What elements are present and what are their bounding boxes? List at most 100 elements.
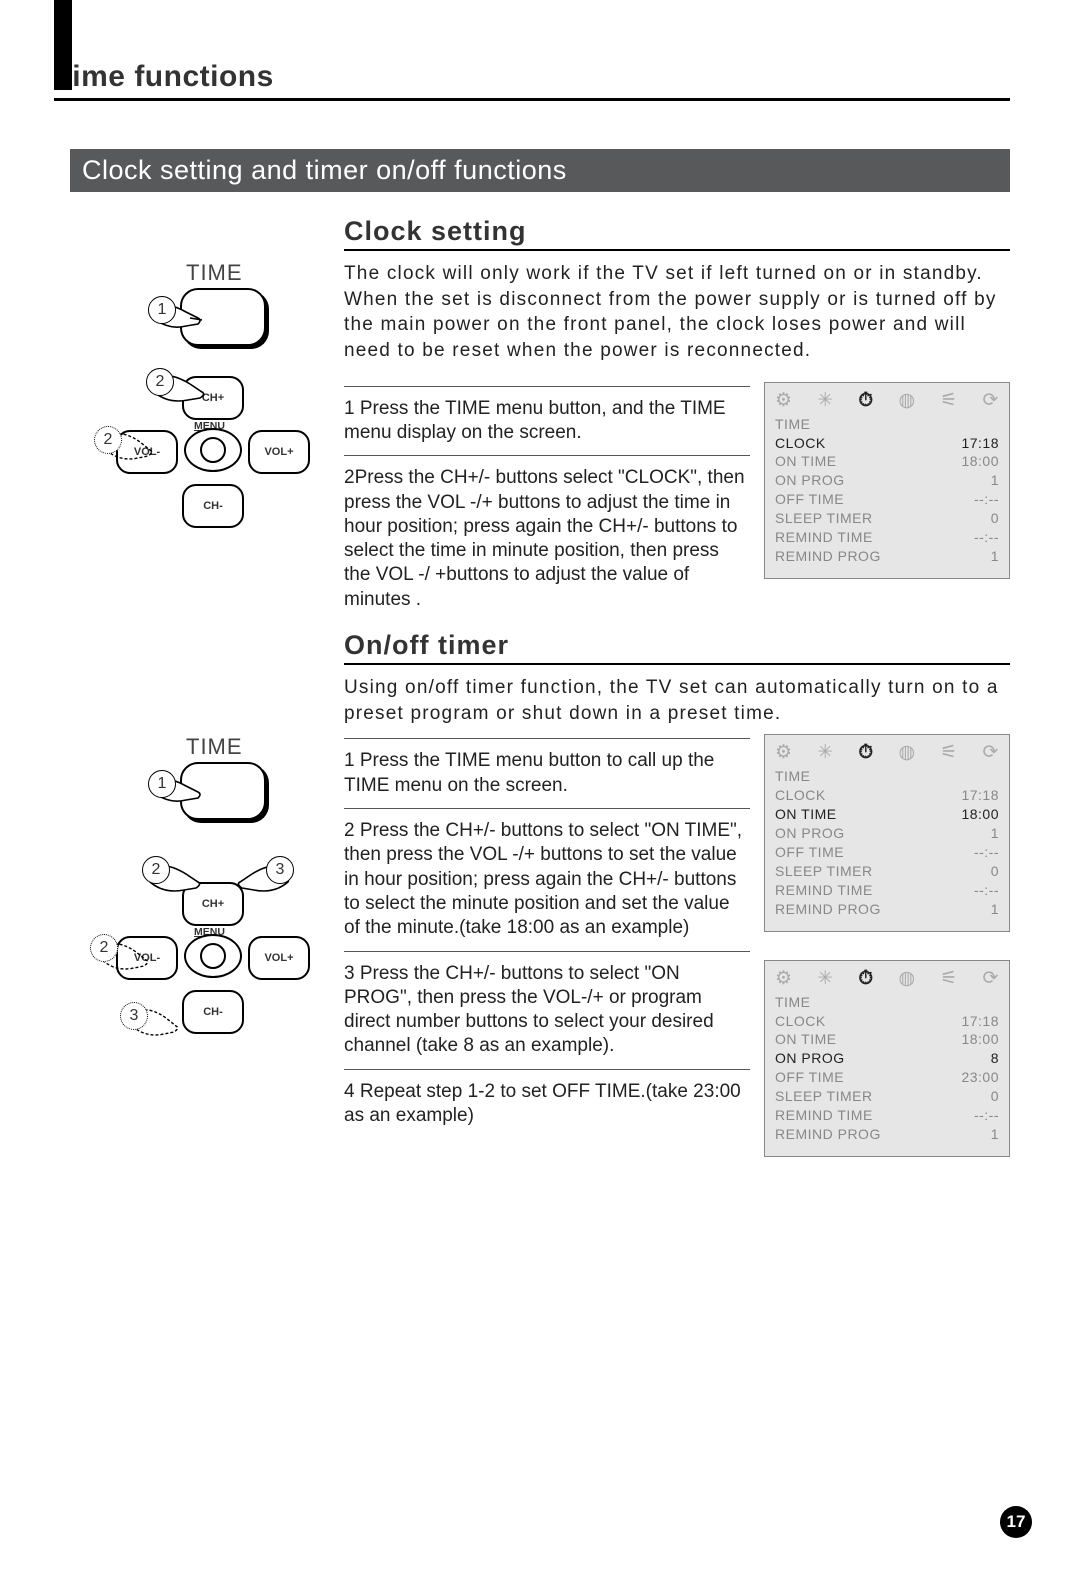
osd-row-label: REMIND PROG [775,1125,881,1144]
osd-row-label: ON TIME [775,805,837,824]
divider [344,738,750,739]
refresh-icon: ⟳ [983,391,999,410]
time-label: TIME [186,260,243,286]
osd-row-value: 1 [991,471,999,490]
onoff-timer-title: On/off timer [344,630,1010,665]
osd-row-label: SLEEP TIMER [775,1087,873,1106]
settings-icon: ⚙ [775,969,793,988]
osd-row-value: 18:00 [961,1030,999,1049]
osd-row-label: OFF TIME [775,843,844,862]
section-banner: Clock setting and timer on/off functions [70,149,1010,192]
osd-heading: TIME [775,416,999,432]
osd-heading: TIME [775,994,999,1010]
osd-row-label: REMIND TIME [775,881,873,900]
osd-row-value: 17:18 [961,434,999,453]
osd-row-label: ON TIME [775,1030,837,1049]
vol-plus-button: VOL+ [248,936,310,980]
sparkle-icon: ✳ [817,743,833,762]
clock-step-1: 1 Press the TIME menu button, and the TI… [344,391,750,452]
corner-mark [54,0,72,90]
signal-icon: ⚟ [940,391,958,410]
clock-icon: ⏱ [858,743,873,762]
timer-intro: Using on/off timer function, the TV set … [344,675,1010,726]
divider [344,455,750,456]
osd-icon-row: ⚙✳⏱◍⚟⟳ [775,969,999,988]
sparkle-icon: ✳ [817,391,833,410]
timer-step-2: 2 Press the CH+/- buttons to select "ON … [344,813,750,947]
clock-step-2: 2Press the CH+/- buttons select "CLOCK",… [344,460,750,618]
osd-row-label: CLOCK [775,786,826,805]
osd-row-label: REMIND TIME [775,1106,873,1125]
signal-icon: ⚟ [940,743,958,762]
globe-icon: ◍ [898,969,915,988]
timer-step-3: 3 Press the CH+/- buttons to select "ON … [344,956,750,1065]
ch-minus-button: CH- [182,990,244,1034]
remote-diagram-1: TIME 1 CH+ MENU VOL- VOL+ CH- 2 2 [70,260,310,570]
osd-row-label: REMIND TIME [775,528,873,547]
osd-row-value: 1 [991,547,999,566]
osd-row-value: --:-- [974,1106,999,1125]
osd-menu-3: ⚙✳⏱◍⚟⟳ TIME CLOCK17:18 ON TIME18:00 ON P… [764,960,1010,1157]
osd-row-value: --:-- [974,490,999,509]
remote-diagram-2: TIME 1 CH+ MENU VOL- VOL+ CH- 2 3 2 3 [70,734,310,1104]
osd-row-value: 17:18 [961,1012,999,1031]
osd-row-label: ON PROG [775,471,845,490]
divider [344,951,750,952]
osd-row-value: 17:18 [961,786,999,805]
osd-row-value: 1 [991,824,999,843]
settings-icon: ⚙ [775,743,793,762]
osd-row-value: 1 [991,900,999,919]
osd-row-label: SLEEP TIMER [775,862,873,881]
osd-menu-2: ⚙✳⏱◍⚟⟳ TIME CLOCK17:18 ON TIME18:00 ON P… [764,734,1010,931]
timer-row: TIME 1 CH+ MENU VOL- VOL+ CH- 2 3 2 3 [70,734,1010,1162]
osd-row-label: CLOCK [775,1012,826,1031]
osd-row-value: --:-- [974,881,999,900]
osd-row-label: REMIND PROG [775,547,881,566]
osd-row-value: 23:00 [961,1068,999,1087]
time-label: TIME [186,734,243,760]
osd-row-value: --:-- [974,528,999,547]
divider [344,386,750,387]
step-bubble-1: 1 [148,296,176,324]
refresh-icon: ⟳ [983,969,999,988]
globe-icon: ◍ [898,391,915,410]
signal-icon: ⚟ [940,969,958,988]
timer-step-4: 4 Repeat step 1-2 to set OFF TIME.(take … [344,1074,750,1135]
osd-menu-1: ⚙ ✳ ⏱ ◍ ⚟ ⟳ TIME CLOCK 17:18 ON TIME 18:00… [764,382,1010,579]
clock-intro: The clock will only work if the TV set i… [344,261,1010,364]
osd-row-label: ON PROG [775,1049,845,1068]
osd-row-value: 0 [991,1087,999,1106]
clock-icon: ⏱ [858,391,873,410]
osd-row-label: OFF TIME [775,490,844,509]
ch-minus-button: CH- [182,484,244,528]
osd-row-value: 1 [991,1125,999,1144]
clock-setting-row: TIME 1 CH+ MENU VOL- VOL+ CH- 2 2 Clock … [70,216,1010,734]
globe-icon: ◍ [898,743,915,762]
settings-icon: ⚙ [775,391,793,410]
page-title: Time functions [54,60,1010,101]
vol-plus-button: VOL+ [248,430,310,474]
osd-heading: TIME [775,768,999,784]
osd-row-label: CLOCK [775,434,826,453]
clock-icon: ⏱ [858,969,873,988]
osd-row-value: 18:00 [961,805,999,824]
osd-row-label: OFF TIME [775,1068,844,1087]
page-number: 17 [1000,1506,1032,1538]
clock-setting-title: Clock setting [344,216,1010,251]
refresh-icon: ⟳ [983,743,999,762]
step-bubble-2: 2 [146,368,174,396]
divider [344,1069,750,1070]
osd-row-value: 8 [991,1049,999,1068]
osd-row-value: --:-- [974,843,999,862]
osd-icon-row: ⚙ ✳ ⏱ ◍ ⚟ ⟳ [775,391,999,410]
osd-row-label: SLEEP TIMER [775,509,873,528]
osd-icon-row: ⚙ ✳ ⏱ ◍ ⚟ ⟳ [775,743,999,762]
osd-row-value: 0 [991,862,999,881]
osd-row-value: 18:00 [961,452,999,471]
osd-row-value: 0 [991,509,999,528]
osd-row-label: ON TIME [775,452,837,471]
menu-button [184,428,242,472]
menu-button [184,934,242,978]
divider [344,808,750,809]
timer-step-1: 1 Press the TIME menu button to call up … [344,743,750,804]
